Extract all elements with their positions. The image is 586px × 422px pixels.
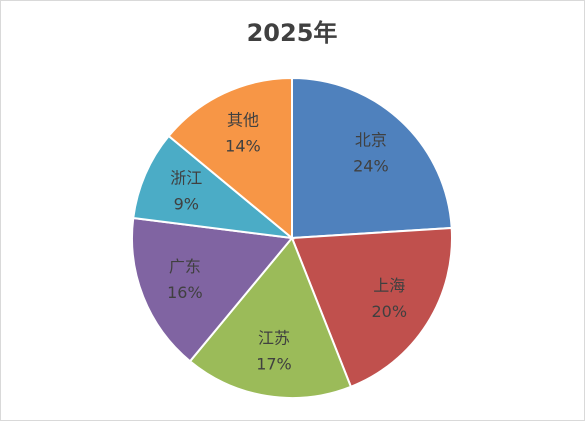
slice-value-label: 16% [167,283,203,302]
slice-value-label: 17% [256,354,292,373]
slice-value-label: 24% [353,157,389,176]
slice-category-label: 浙江 [170,169,202,188]
slice-category-label: 其他 [227,110,259,129]
pie-slice [131,216,294,363]
pie-slice [188,236,353,399]
slice-category-label: 上海 [373,276,405,295]
slice-category-label: 北京 [355,131,387,150]
pie-slice [132,134,296,240]
slice-value-label: 9% [174,195,199,214]
chart-title: 2025年 [247,19,338,47]
slice-value-label: 20% [371,302,407,321]
slice-value-label: 14% [225,136,261,155]
slice-category-label: 广东 [169,257,201,276]
pie-slice [291,76,453,240]
pie-slice [290,226,453,389]
slice-category-label: 江苏 [258,328,290,347]
pie-slice [167,76,293,241]
